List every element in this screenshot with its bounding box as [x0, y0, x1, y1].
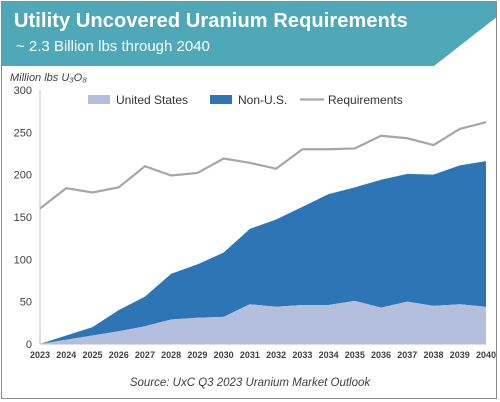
y-tick-label: 250: [14, 127, 32, 139]
series-line-requirements: [39, 121, 487, 210]
area-chart: 0 50 100 150 200 250 300 2023 2024 2025 2026 2027 20…: [14, 85, 496, 360]
x-tick-label: 2024: [56, 350, 76, 360]
legend-label-non-u-s: Non-U.S.: [238, 93, 287, 107]
x-tick-label: 2040: [476, 350, 496, 360]
legend-label-united-states: United States: [116, 93, 188, 107]
legend-swatch-non-u-s: [210, 95, 232, 104]
x-tick-label: 2031: [240, 350, 260, 360]
y-tick-label: 50: [20, 297, 32, 309]
series-layer: [39, 121, 487, 344]
series-area-united-states: [40, 300, 486, 344]
series-area-non-us: [40, 161, 486, 344]
chart-title: Utility Uncovered Uranium Requirements: [14, 10, 408, 32]
x-tick-label: 2037: [397, 350, 417, 360]
x-tick-label: 2027: [135, 350, 155, 360]
y-tick-label: 300: [14, 85, 32, 97]
x-tick-label: 2032: [266, 350, 286, 360]
x-tick-label: 2038: [424, 350, 444, 360]
x-tick-label: 2026: [109, 350, 129, 360]
chart-subtitle: ~ 2.3 Billion lbs through 2040: [16, 38, 210, 55]
y-axis-unit-label: Million lbs U₃O₈: [10, 72, 87, 84]
x-tick-label: 2035: [345, 350, 365, 360]
x-tick-label: 2025: [82, 350, 102, 360]
x-tick-label: 2034: [319, 350, 339, 360]
x-tick-label: 2030: [214, 350, 234, 360]
y-tick-label: 200: [14, 170, 32, 182]
x-tick-label: 2029: [187, 350, 207, 360]
x-tick-label: 2039: [450, 350, 470, 360]
legend-label-requirements: Requirements: [328, 93, 403, 107]
axis-layer: 0 50 100 150 200 250 300 2023 2024 2025 2026 2027 20…: [14, 85, 496, 360]
x-tick-label: 2023: [30, 350, 50, 360]
y-tick-label: 0: [26, 339, 32, 351]
source-note: Source: UxC Q3 2023 Uranium Market Outlo…: [129, 377, 371, 389]
legend-swatch-united-states: [88, 95, 110, 104]
x-tick-label: 2036: [371, 350, 391, 360]
title-banner: [2, 2, 496, 66]
x-tick-label: 2033: [292, 350, 312, 360]
x-tick-label: 2028: [161, 350, 181, 360]
legend: United States Non-U.S. Requirements: [88, 93, 403, 107]
y-tick-label: 150: [14, 212, 32, 224]
y-tick-label: 100: [14, 254, 32, 266]
